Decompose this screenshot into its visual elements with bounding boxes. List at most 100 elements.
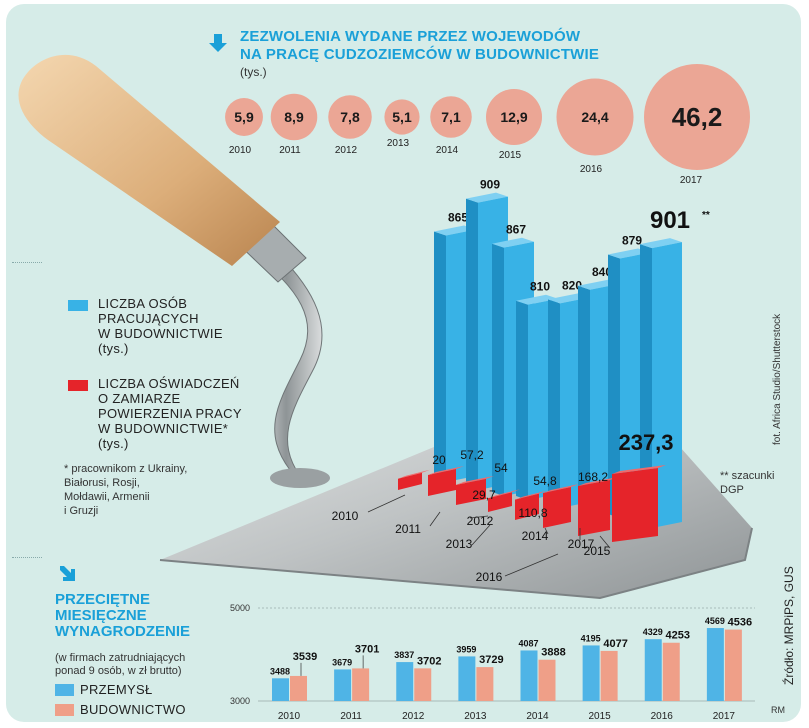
workers-bar-side [640, 244, 652, 528]
permits-value-label: 12,9 [500, 109, 527, 125]
footnote: * pracownikom z Ukrainy, Białorusi, Rosj… [64, 462, 187, 518]
legend-declarations-line3: POWIERZENIA PRACY [98, 406, 242, 421]
leader-line [367, 494, 406, 513]
wages-bar-industry [334, 669, 352, 701]
leader-line [599, 535, 611, 549]
wages-subtitle-line1: (w firmach zatrudniających [55, 652, 186, 664]
workers-bar-side [548, 299, 560, 508]
workers-bar-top [466, 192, 508, 203]
declarations-bar [543, 487, 571, 528]
permits-bubble [485, 88, 543, 146]
trowel-handle [18, 54, 281, 266]
legend-workers: LICZBA OSÓB PRACUJĄCYCH W BUDOWNICTWIE (… [98, 296, 223, 356]
declarations-year-label: 2010 [332, 509, 359, 523]
wages-year-label: 2013 [464, 711, 487, 722]
workers-bar-top [608, 248, 650, 259]
declarations-year-label: 2014 [522, 529, 549, 543]
legend-declarations-line4: W BUDOWNICTWIE* [98, 421, 229, 436]
wages-label-construction: 4077 [603, 638, 627, 650]
wages-ytick: 3000 [230, 696, 250, 706]
wages-bar-industry [520, 650, 538, 701]
wages-label-construction: 3539 [293, 651, 317, 663]
wages-bar-industry [458, 656, 476, 701]
wages-title-line2: MIESIĘCZNE [55, 607, 147, 624]
declarations-bar-top [578, 477, 618, 487]
workers-value-label: 840 [592, 265, 612, 279]
wages-label-construction: 4253 [666, 630, 690, 642]
estimate-note: ** szacunki DGP [720, 469, 774, 497]
declarations-bar [612, 468, 658, 542]
estimate-note-line2: DGP [720, 484, 744, 496]
wages-bar-construction [538, 659, 556, 701]
permits-bubble [270, 93, 318, 141]
wages-label-industry: 3837 [394, 650, 414, 660]
legend-workers-line3: W BUDOWNICTWIE [98, 326, 223, 341]
wages-bar-construction [352, 668, 370, 701]
permits-year-label: 2015 [499, 150, 522, 161]
declarations-bar-top [398, 469, 430, 479]
permits-value-label: 5,9 [234, 109, 254, 125]
permits-bubble-chart: 5,9 2010 8,9 2011 7,8 2012 5,1 2013 7,1 2014 12,9 2… [225, 64, 750, 186]
permits-title-line1: ZEZWOLENIA WYDANE PRZEZ WOJEWODÓW [240, 28, 581, 45]
legend-swatch-declarations [68, 380, 88, 391]
workers-value-label: 820 [562, 278, 582, 292]
declarations-bar [428, 469, 456, 496]
wages-label-construction: 3888 [541, 647, 565, 659]
leader-line [469, 515, 489, 519]
permits-value-label: 7,8 [340, 109, 360, 125]
footnote-line2: Białorusi, Rosji, [64, 477, 140, 489]
permits-value-label: 7,1 [441, 109, 461, 125]
wages-bar-industry [706, 628, 724, 701]
permits-year-label: 2011 [279, 145, 301, 156]
legend-swatch-industry [55, 684, 74, 696]
leader-line [471, 524, 491, 546]
declarations-year-label: 2013 [446, 537, 473, 551]
wages-label-industry: 3959 [456, 644, 476, 654]
permits-title-line2: NA PRACĘ CUDZOZIEMCÓW W BUDOWNICTWIE [240, 46, 600, 63]
workers-bar-side [466, 198, 478, 490]
wages-year-label: 2015 [589, 711, 612, 722]
workers-bar-side [492, 243, 504, 496]
declarations-bar [515, 493, 539, 520]
wages-label-construction: 3729 [479, 654, 503, 666]
declarations-bar [456, 478, 486, 505]
permits-value-label: 5,1 [392, 109, 412, 125]
footnote-line1: * pracownikom z Ukrainy, [64, 463, 188, 475]
wages-label-industry: 4569 [705, 616, 725, 626]
workers-bar-side [434, 231, 446, 482]
wages-label-construction: 3702 [417, 655, 441, 667]
permits-value-label: 46,2 [672, 102, 723, 132]
wages-subtitle-line2: ponad 9 osób, w zł brutto) [55, 665, 182, 677]
workers-bar-side [578, 285, 590, 513]
workers-value-label: 810 [530, 280, 550, 294]
permits-bubble [644, 64, 750, 170]
legend-swatch-workers [68, 300, 88, 311]
permits-year-label: 2010 [229, 145, 252, 156]
workers-bar [652, 242, 682, 528]
declarations-value-label: 54 [494, 461, 508, 475]
permits-value-label: 8,9 [284, 109, 304, 125]
wages-label-industry: 4329 [643, 627, 663, 637]
legend-construction: BUDOWNICTWO [80, 702, 186, 717]
declarations-year-label: 2011 [395, 522, 421, 536]
legend-workers-unit: (tys.) [98, 341, 129, 356]
workers-value-label: 879 [622, 234, 642, 248]
declarations-value-label: 54,8 [533, 474, 557, 488]
wages-label-industry: 4087 [518, 638, 538, 648]
permits-year-label: 2014 [436, 145, 459, 156]
permits-bubble [556, 78, 634, 156]
wages-year-label: 2011 [340, 711, 362, 722]
legend-workers-line1: LICZBA OSÓB [98, 296, 188, 311]
wages-label-construction: 3701 [355, 643, 379, 655]
declarations-bar-top [543, 484, 579, 494]
permits-year-label: 2016 [580, 164, 603, 175]
wages-bar-construction [662, 642, 680, 701]
wages-subtitle: (w firmach zatrudniających ponad 9 osób,… [55, 652, 185, 678]
declarations-bar-top [515, 490, 547, 500]
wages-title-line3: WYNAGRODZENIE [55, 623, 190, 640]
declarations-value-label: 168,2 [578, 470, 608, 484]
author-initials: RM [771, 705, 785, 715]
permits-year-label: 2017 [680, 175, 703, 186]
workers-bar-top [516, 294, 558, 305]
